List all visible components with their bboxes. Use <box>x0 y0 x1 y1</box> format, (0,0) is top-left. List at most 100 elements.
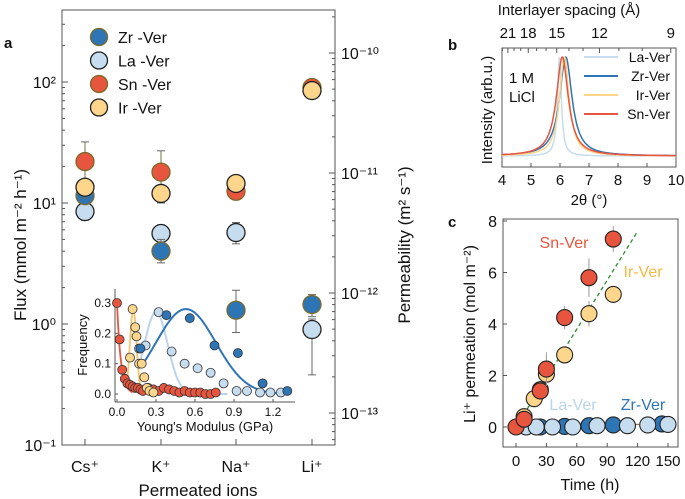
inset-point-La-Ver <box>231 386 242 396</box>
inset-point-Ir-Ver <box>125 352 135 363</box>
y-axis-label-b: Intensity (arb.u.) <box>479 56 496 164</box>
point-La-Ver <box>543 418 562 436</box>
series-label-Ir-Ver: Ir-Ver <box>623 264 663 281</box>
point-Sn-Ver <box>537 360 555 378</box>
point-Sn-Ver <box>556 309 574 327</box>
x-tick-label-a: Cs⁺ <box>71 459 99 476</box>
x-axis-label-c: Time (h) <box>561 477 620 494</box>
legend-label-Sn-Ver: Sn-Ver <box>627 106 670 122</box>
y-tick-label-c: 8 <box>488 214 497 231</box>
inset-point-Zr-Ver <box>161 310 172 321</box>
inset-point-La-Ver <box>218 378 229 389</box>
marker-Sn-Ver-1 <box>151 162 171 182</box>
point-La-Ver <box>639 416 657 434</box>
inset-point-La-Ver <box>255 387 265 398</box>
x-tick-label-c: 150 <box>655 453 680 470</box>
x2-tick-label-b: 21 <box>500 25 517 42</box>
inset-x-tick-label: 0.9 <box>226 405 243 419</box>
x-tick-label-b: 4 <box>498 172 506 189</box>
y-axis-label-a: Flux (mmol m⁻² h⁻¹) <box>11 169 30 321</box>
marker-La-Ver-3 <box>302 319 322 340</box>
inset-x-tick-label: 0.6 <box>187 405 204 419</box>
x-tick-label-c: 90 <box>599 453 616 470</box>
x-tick-label-c: 0 <box>512 453 520 470</box>
legend-label-Sn-Ver: Sn -Ver <box>118 77 172 94</box>
x-tick-label-b: 5 <box>527 172 535 189</box>
x-axis-label-a: Permeated ions <box>138 481 257 499</box>
y-tick-label-a: 10⁰ <box>32 317 56 334</box>
x-tick-label-b: 6 <box>556 172 564 189</box>
x-tick-label-c: 60 <box>568 453 585 470</box>
marker-La-Ver-2 <box>226 222 246 243</box>
point-Ir-Ver <box>580 305 598 323</box>
y2-tick-label-a: 10⁻¹² <box>341 286 379 303</box>
legend-label-Ir-Ver: Ir -Ver <box>118 101 162 118</box>
x2-tick-label-b: 9 <box>667 25 675 42</box>
inset-point-Ir-Ver <box>148 387 159 398</box>
point-Ir-Ver <box>556 346 574 364</box>
marker-Sn-Ver-0 <box>75 151 95 172</box>
point-Sn-Ver <box>531 382 549 400</box>
point-Sn-Ver <box>604 230 622 248</box>
point-La-Ver <box>588 417 606 435</box>
inset-point-Ir-Ver <box>136 358 147 369</box>
inset-point-Zr-Ver <box>232 348 243 358</box>
y2-axis-label-a: Permeability (m² s⁻¹) <box>395 166 414 323</box>
y2-tick-label-a: 10⁻¹⁰ <box>341 46 379 63</box>
legend-marker-Ir-Ver <box>89 98 109 117</box>
legend-marker-Zr-Ver <box>89 27 109 47</box>
inset-y-tick-label: 0.2 <box>94 326 111 340</box>
x2-axis-label-b: Interlayer spacing (Å) <box>498 2 641 19</box>
inset-point-Sn-Ver <box>210 387 221 398</box>
inset-point-Sn-Ver <box>117 364 128 375</box>
x-tick-label-b: 7 <box>585 172 593 189</box>
inset-y-axis-label: Frequency <box>75 314 90 376</box>
point-Sn-Ver <box>515 410 533 428</box>
inset-point-Zr-Ver <box>209 340 220 351</box>
y2-tick-label-a: 10⁻¹¹ <box>341 166 378 183</box>
inset-x-tick-label: 0.0 <box>109 405 126 419</box>
point-La-Ver <box>618 417 637 435</box>
y-tick-label-c: 6 <box>488 266 497 283</box>
inset-point-Ir-Ver <box>131 331 142 342</box>
inset-point-Ir-Ver <box>139 372 150 383</box>
inset-point-La-Ver <box>179 358 190 369</box>
legend-label-La-Ver: La-Ver <box>629 49 671 65</box>
legend-label-Zr-Ver: Zr -Ver <box>118 30 168 47</box>
panel-a: 10⁻¹ 10⁰ 10¹ 10² 10⁻¹³ 10⁻¹² 10⁻¹¹ 10⁻¹⁰ Flux (m… <box>11 9 414 499</box>
inset-y-tick-label: 0.3 <box>94 296 111 310</box>
point-Zr-Ver <box>604 416 622 434</box>
inset-x-axis-label: Young's Modulus (GPa) <box>137 419 273 434</box>
inset-point-Zr-Ver <box>282 386 293 396</box>
panel-label-a: a <box>4 35 13 52</box>
panel-b: 4 5 6 7 8 9 10 2θ (°) 21 18 15 12 9 Interlayer spacin… <box>479 2 684 209</box>
inset-point-La-Ver <box>166 346 177 357</box>
inset-point-Sn-Ver <box>112 298 122 308</box>
inset-point-Zr-Ver <box>257 378 268 389</box>
y-tick-label-a: 10¹ <box>33 196 56 213</box>
point-La-Ver <box>659 415 677 433</box>
panel-label-c: c <box>448 214 456 231</box>
x-tick-label-b: 9 <box>643 172 651 189</box>
y-tick-label-c: 0 <box>488 420 497 437</box>
x-tick-label-c: 30 <box>538 453 555 470</box>
legend-label-La-Ver: La -Ver <box>118 54 170 71</box>
inset-point-Ir-Ver <box>127 304 138 314</box>
marker-Zr-Ver-3 <box>302 294 322 315</box>
inset-y-tick-label: 0.0 <box>94 387 111 401</box>
y-tick-label-a: 10⁻¹ <box>24 438 56 455</box>
inset-x-tick-label: 0.3 <box>148 405 165 419</box>
x2-tick-label-b: 12 <box>591 25 608 42</box>
inset-point-La-Ver <box>242 386 252 396</box>
x-tick-label-a: Na⁺ <box>222 459 251 476</box>
annotation-b: 1 M <box>509 70 534 87</box>
marker-Ir-Ver-3 <box>302 80 322 101</box>
y-tick-label-a: 10² <box>33 75 57 92</box>
y-tick-label-c: 2 <box>488 369 497 386</box>
panel-label-b: b <box>448 37 457 54</box>
legend-label-Zr-Ver: Zr-Ver <box>631 68 670 84</box>
inset-point-Zr-Ver <box>184 313 195 324</box>
series-label-Sn-Ver: Sn-Ver <box>540 235 590 252</box>
legend-label-Ir-Ver: Ir-Ver <box>636 87 671 103</box>
x2-tick-label-b: 15 <box>548 25 565 42</box>
